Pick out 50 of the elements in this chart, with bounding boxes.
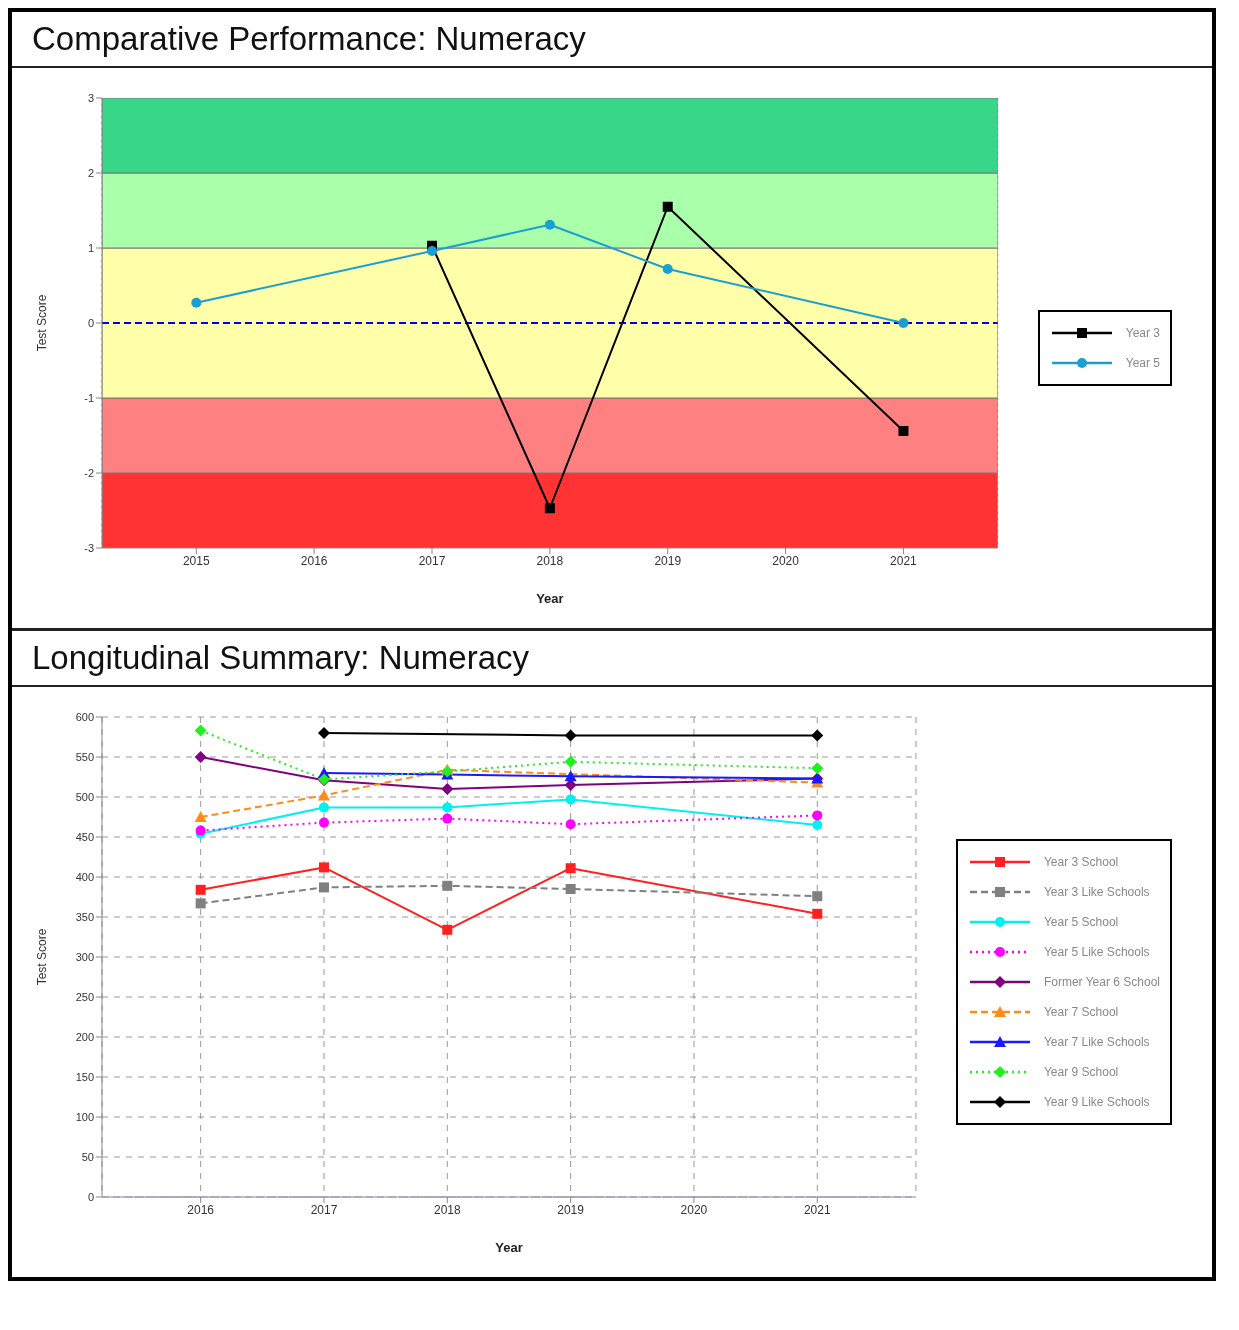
y-tick-label: 150 — [75, 1070, 94, 1083]
legend-label: Year 3 Like Schools — [1043, 885, 1150, 899]
y-tick-label: 500 — [75, 790, 94, 803]
y-tick-label: 0 — [87, 316, 94, 329]
x-tick-label: 2019 — [654, 553, 682, 568]
y-tick-label: 2 — [87, 166, 94, 179]
y-tick-label: 550 — [75, 750, 94, 763]
legend-label: Year 9 Like Schools — [1043, 1095, 1150, 1109]
y-tick-label: 0 — [87, 1190, 94, 1203]
legend-label: Year 5 — [1125, 356, 1160, 370]
chart-title: Longitudinal Summary: Numeracy — [12, 631, 1212, 687]
y-tick-label: 1 — [87, 241, 94, 254]
y-tick-label: 100 — [75, 1110, 94, 1123]
x-tick-label: 2015 — [182, 553, 210, 568]
legend-label: Year 7 School — [1043, 1005, 1119, 1019]
y-axis-title: Test Score — [35, 928, 50, 986]
y-axis-title: Test Score — [35, 294, 50, 352]
x-tick-label: 2021 — [890, 553, 918, 568]
y-tick-label: -3 — [84, 541, 94, 554]
x-tick-label: 2017 — [418, 553, 446, 568]
x-tick-label: 2021 — [803, 1202, 831, 1217]
legend-label: Year 5 Like Schools — [1043, 945, 1150, 959]
y-tick-label: 400 — [75, 870, 94, 883]
y-tick-label: 250 — [75, 990, 94, 1003]
legend-label: Year 3 — [1125, 326, 1160, 340]
legend-label: Year 3 School — [1043, 855, 1119, 869]
y-tick-label: -2 — [84, 466, 94, 479]
y-tick-label: 600 — [75, 710, 94, 723]
legend-label: Former Year 6 School — [1043, 975, 1160, 989]
legend-label: Year 9 School — [1043, 1065, 1119, 1079]
x-tick-label: 2018 — [433, 1202, 461, 1217]
x-tick-label: 2020 — [772, 553, 800, 568]
x-tick-label: 2019 — [557, 1202, 585, 1217]
x-tick-label: 2016 — [300, 553, 328, 568]
y-tick-label: 350 — [75, 910, 94, 923]
legend-label: Year 5 School — [1043, 915, 1119, 929]
x-axis-title: Year — [495, 1240, 523, 1255]
y-tick-label: 50 — [81, 1150, 94, 1163]
y-tick-label: 200 — [75, 1030, 94, 1043]
y-tick-label: 300 — [75, 950, 94, 963]
x-tick-label: 2020 — [680, 1202, 708, 1217]
x-tick-label: 2016 — [187, 1202, 215, 1217]
y-tick-label: 450 — [75, 830, 94, 843]
x-tick-label: 2017 — [310, 1202, 338, 1217]
legend-label: Year 7 Like Schools — [1043, 1035, 1150, 1049]
x-axis-title: Year — [536, 591, 564, 606]
y-tick-label: 3 — [87, 91, 94, 104]
y-tick-label: -1 — [84, 391, 94, 404]
x-tick-label: 2018 — [536, 553, 564, 568]
chart-title: Comparative Performance: Numeracy — [12, 12, 1212, 68]
